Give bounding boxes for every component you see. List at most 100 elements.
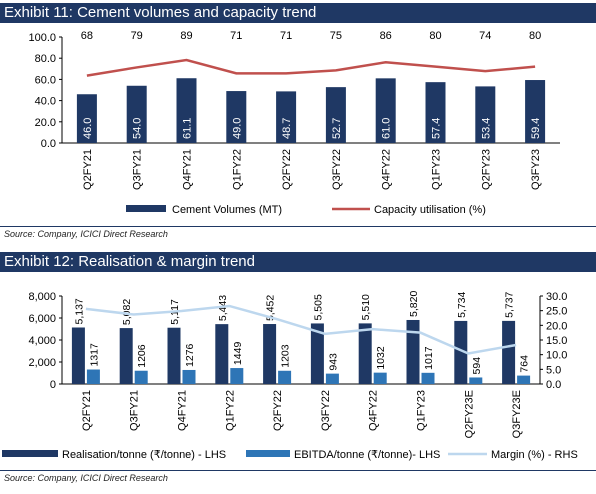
bar-realisation (310, 323, 324, 384)
exhibit-11-title: Exhibit 11: Cement volumes and capacity … (0, 3, 596, 23)
bar-ebitda (325, 373, 339, 384)
x-tick-label: Q4FY22 (381, 149, 393, 190)
bar-realisation (215, 324, 229, 384)
y-tick-label: 0 (50, 379, 56, 391)
realisation-data-label: 5,137 (73, 298, 85, 324)
bar-realisation (71, 327, 85, 384)
bar-realisation (406, 319, 420, 384)
x-tick-label: Q3FY21 (129, 390, 141, 431)
line-capacity-utilisation (86, 58, 536, 77)
legend-label-capacity: Capacity utilisation (%) (374, 204, 486, 216)
x-tick-label: Q1FY23 (431, 149, 443, 190)
exhibit-12-source: Source: Company, ICICI Direct Research (4, 473, 168, 483)
bar-realisation (502, 320, 516, 384)
y2-tick-label: 5.0 (546, 364, 561, 376)
bar-data-label: 52.7 (331, 118, 343, 139)
line-data-label: 80 (429, 30, 441, 42)
line-data-label: 86 (380, 30, 392, 42)
x-tick-label: Q3FY23E (511, 390, 523, 438)
bar-ebitda (469, 377, 483, 384)
realisation-data-label: 5,082 (121, 299, 133, 325)
x-tick-label: Q3FY21 (132, 149, 144, 190)
bar-data-label: 48.7 (281, 118, 293, 139)
bar-data-label: 53.4 (480, 118, 492, 139)
legend-swatch-realisation (2, 450, 58, 457)
line-data-label: 71 (280, 30, 292, 42)
divider (0, 226, 596, 227)
exhibit-11-source: Source: Company, ICICI Direct Research (4, 229, 168, 239)
bar-cement-volume (525, 80, 546, 143)
x-tick-label: Q2FY23 (480, 149, 492, 190)
legend-label-realisation: Realisation/tonne (₹/tonne) - LHS (62, 449, 226, 461)
y-tick-label: 40.0 (35, 96, 56, 108)
legend-swatch-ebitda (246, 450, 290, 457)
y-tick-label: 20.0 (35, 117, 56, 129)
x-tick-label: Q3FY22 (320, 390, 332, 431)
bar-cement-volume (176, 78, 197, 143)
y-tick-label: 80.0 (35, 53, 56, 65)
y-tick-label: 6,000 (28, 313, 56, 325)
y-tick-label: 60.0 (35, 74, 56, 86)
y2-tick-label: 10.0 (546, 350, 567, 362)
x-tick-label: Q3FY22 (331, 149, 343, 190)
y-tick-label: 8,000 (28, 291, 56, 303)
bar-ebitda (278, 370, 292, 384)
bar-cement-volume (76, 94, 97, 143)
realisation-data-label: 5,452 (265, 295, 277, 321)
bar-cement-volume (325, 87, 346, 143)
bar-data-label: 61.0 (381, 118, 393, 139)
line-margin (85, 304, 517, 355)
legend-label-ebitda: EBITDA/tonne (₹/tonne)- LHS (294, 449, 440, 461)
ebitda-data-label: 594 (471, 357, 483, 375)
x-tick-label: Q2FY23E (463, 390, 475, 438)
ebitda-data-label: 1032 (375, 346, 387, 370)
y-tick-label: 4,000 (28, 335, 56, 347)
bar-data-label: 49.0 (231, 118, 243, 139)
x-tick-label: Q4FY21 (177, 390, 189, 431)
bar-cement-volume (126, 85, 147, 143)
y-tick-label: 0.0 (41, 138, 56, 150)
x-tick-label: Q2FY22 (272, 390, 284, 431)
bar-ebitda (517, 375, 531, 384)
x-tick-label: Q4FY22 (368, 390, 380, 431)
line-data-label: 75 (330, 30, 342, 42)
realisation-data-label: 5,820 (408, 291, 420, 317)
bar-realisation (454, 320, 468, 384)
ebitda-data-label: 1203 (280, 344, 292, 368)
line-data-label: 79 (131, 30, 143, 42)
realisation-data-label: 5,443 (217, 295, 229, 321)
ebitda-data-label: 764 (519, 355, 531, 373)
legend-label-volumes: Cement Volumes (MT) (172, 204, 282, 216)
realisation-data-label: 5,510 (360, 294, 372, 320)
x-tick-label: Q2FY22 (281, 149, 293, 190)
legend-label-margin: Margin (%) - RHS (491, 449, 578, 461)
x-tick-label: Q2FY21 (82, 149, 94, 190)
y2-tick-label: 20.0 (546, 320, 567, 332)
bar-cement-volume (475, 86, 496, 143)
divider (0, 470, 596, 471)
line-data-label: 89 (180, 30, 192, 42)
ebitda-data-label: 1276 (184, 343, 196, 367)
line-data-label: 80 (529, 30, 541, 42)
x-tick-label: Q4FY21 (182, 149, 194, 190)
line-data-label: 68 (81, 30, 93, 42)
x-tick-label: Q1FY22 (224, 390, 236, 431)
bar-ebitda (421, 372, 435, 384)
chart-cement-volumes: 0.0 20.0 40.0 60.0 80.0 100.0 46.0 68 Q2FY21 54.0… (28, 30, 560, 216)
x-tick-label: Q3FY23 (530, 149, 542, 190)
chart-realisation-margin: 0 2,000 4,000 6,000 8,000 0.0 5.0 10.0 15.0 20.0 2… (2, 291, 578, 461)
bar-cement-volume (375, 78, 396, 143)
bar-data-label: 57.4 (431, 118, 443, 139)
bar-ebitda (134, 370, 148, 384)
bar-ebitda (182, 369, 196, 384)
y-tick-label: 2,000 (28, 357, 56, 369)
bar-ebitda (230, 368, 244, 384)
ebitda-data-label: 1449 (232, 342, 244, 366)
y-tick-label: 100.0 (28, 32, 56, 44)
bar-realisation (358, 323, 372, 384)
bar-cement-volume (226, 91, 247, 143)
bar-cement-volume (276, 91, 297, 143)
line-data-label: 71 (230, 30, 242, 42)
bar-data-label: 61.1 (182, 118, 194, 139)
bar-data-label: 59.4 (530, 118, 542, 139)
